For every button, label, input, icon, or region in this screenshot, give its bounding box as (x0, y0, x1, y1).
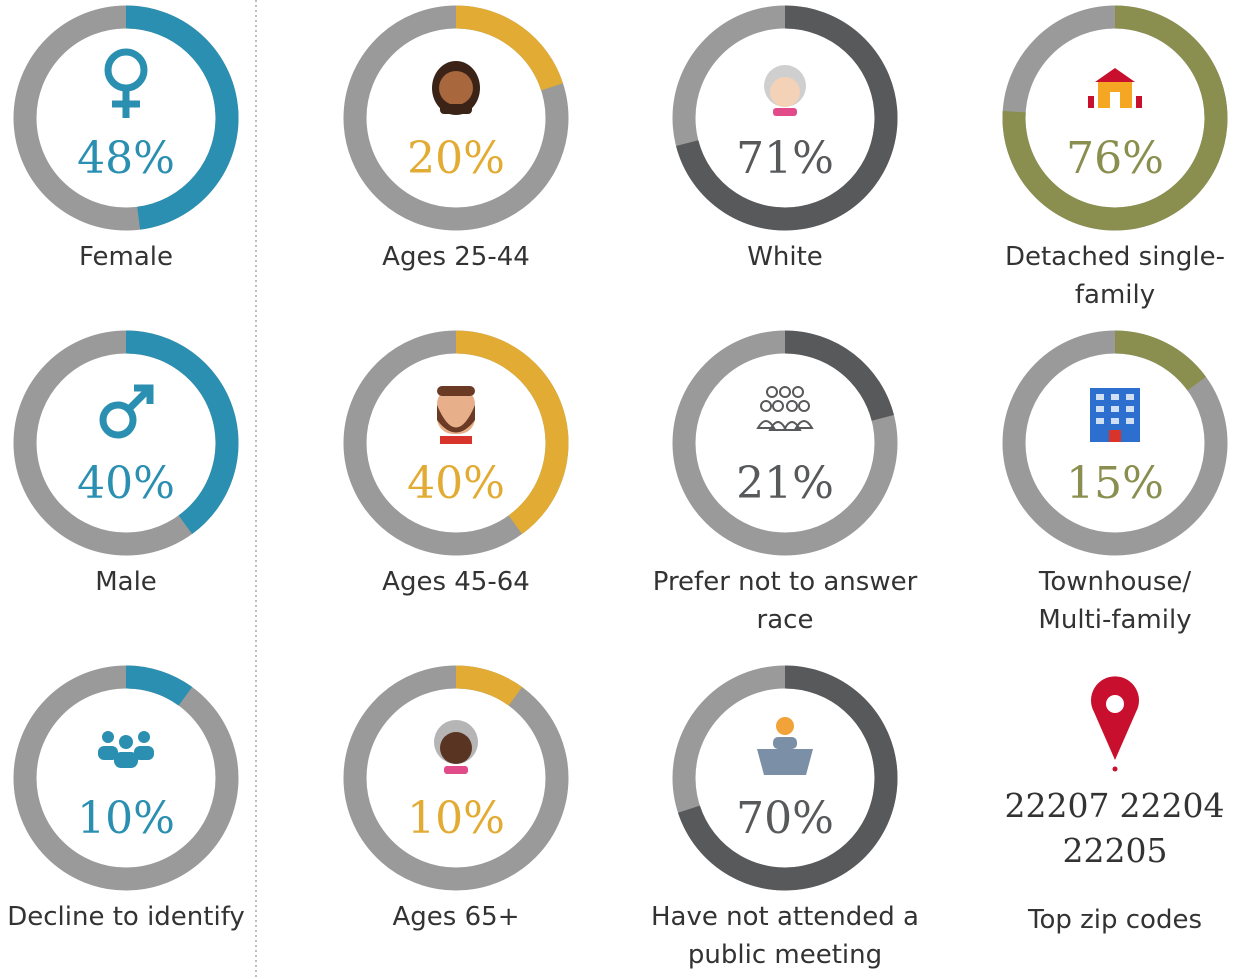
value-label: 15% (1066, 458, 1164, 509)
face-icon (437, 386, 475, 444)
value-label: 21% (736, 458, 834, 509)
value-label: 20% (407, 133, 505, 184)
people-icon (758, 387, 812, 430)
value-label: 71% (736, 133, 834, 184)
value-label: 40% (407, 458, 505, 509)
category-label: White (747, 242, 823, 272)
house-icon (1088, 68, 1142, 108)
category-label: Decline to identify (7, 902, 245, 932)
face-icon (432, 61, 480, 115)
zip-code: 22207 (1005, 786, 1110, 825)
icons (98, 52, 1142, 775)
category-label: race (757, 605, 814, 635)
donut-segment (1115, 342, 1197, 384)
value-label: 10% (77, 793, 175, 844)
category-label: Detached single- (1005, 242, 1225, 272)
male-icon (103, 388, 150, 435)
group-icon (98, 731, 154, 768)
category-label: Ages 65+ (393, 902, 520, 932)
value-label: 10% (407, 793, 505, 844)
category-label: Male (95, 567, 157, 597)
value-label: 48% (77, 133, 175, 184)
category-label: public meeting (688, 940, 882, 970)
category-label: family (1075, 280, 1155, 310)
building-icon (1090, 388, 1140, 442)
face-icon (434, 720, 478, 774)
category-label: Ages 25-44 (382, 242, 530, 272)
pin-icon (1091, 676, 1139, 771)
category-label: Ages 45-64 (382, 567, 530, 597)
donut-segment (456, 677, 515, 696)
category-label: Multi-family (1038, 605, 1191, 635)
value-label: 40% (77, 458, 175, 509)
category-label: Have not attended a (651, 902, 919, 932)
donut-segment (126, 17, 227, 218)
donut-track (25, 677, 227, 879)
zip-label: Top zip codes (1027, 905, 1202, 935)
value-label: 76% (1066, 133, 1164, 184)
podium-icon (757, 717, 813, 775)
category-label: Female (79, 242, 173, 272)
category-label: Townhouse/ (1038, 567, 1192, 597)
donut-track (355, 677, 557, 879)
category-label: Prefer not to answer (653, 567, 918, 597)
face-icon (764, 65, 806, 116)
value-label: 70% (736, 793, 834, 844)
female-icon (108, 52, 144, 118)
infographic: Top zip codes 48% Female 40% Male 10% Decline… (0, 0, 1236, 979)
zip-code: 22204 (1120, 786, 1225, 825)
donut-segment (126, 677, 185, 696)
zip-code: 22205 (1063, 831, 1168, 870)
